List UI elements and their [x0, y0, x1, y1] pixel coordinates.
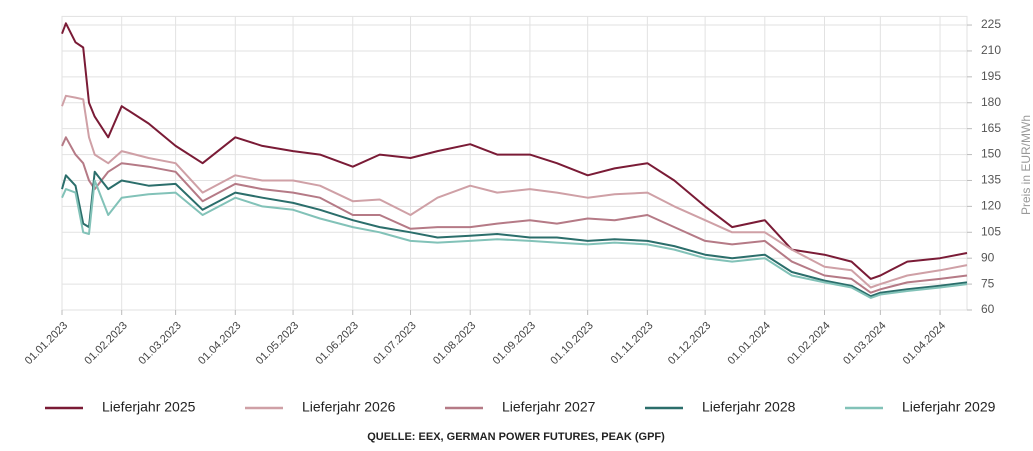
y-tick-label: 120 — [981, 199, 1001, 213]
x-tick-label: 01.12.2023 — [666, 320, 713, 367]
legend-label: Lieferjahr 2028 — [702, 399, 796, 415]
x-tick-label: 01.08.2023 — [431, 320, 478, 367]
x-tick-label: 01.10.2023 — [548, 320, 595, 367]
y-tick-label: 165 — [981, 121, 1001, 135]
x-tick-label: 01.04.2024 — [901, 320, 948, 367]
series-line — [61, 22, 968, 280]
x-tick-label: 01.01.2023 — [23, 320, 70, 367]
y-tick-label: 150 — [981, 147, 1001, 161]
legend-label: Lieferjahr 2025 — [102, 399, 196, 415]
x-tick-label: 01.11.2023 — [609, 320, 656, 367]
source: QUELLE: EEX, GERMAN POWER FUTURES, PEAK … — [367, 431, 665, 443]
x-tick-label: 01.02.2023 — [82, 320, 129, 367]
x-tick-label: 01.02.2024 — [785, 320, 832, 367]
series-line — [61, 136, 968, 294]
y-tick-label: 135 — [981, 173, 1001, 187]
series-line — [61, 94, 968, 289]
x-tick-label: 01.09.2023 — [491, 320, 538, 367]
y-tick-label: 225 — [981, 17, 1001, 31]
y-tick-label: 105 — [981, 224, 1001, 238]
x-tick-label: 01.06.2023 — [314, 320, 361, 367]
x-tick-label: 01.05.2023 — [254, 320, 301, 367]
legend-label: Lieferjahr 2026 — [302, 399, 396, 415]
series-line — [61, 170, 968, 298]
legend-label: Lieferjahr 2027 — [502, 399, 596, 415]
y-tick-label: 60 — [981, 302, 995, 316]
y-tick-label: 90 — [981, 250, 995, 264]
x-tick-label: 01.03.2023 — [136, 320, 183, 367]
legend-label: Lieferjahr 2029 — [902, 399, 996, 415]
x-tick-label: 01.07.2023 — [371, 320, 418, 367]
x-tick-label: 01.04.2023 — [196, 320, 243, 367]
y-tick-label: 180 — [981, 95, 1001, 109]
y-tick-label: 210 — [981, 43, 1001, 57]
series-line — [61, 179, 968, 299]
x-tick-label: 01.03.2024 — [841, 320, 888, 367]
plot-area — [61, 15, 968, 311]
y-tick-label: 75 — [981, 276, 995, 290]
y-axis-label: Preis in EUR/MWh — [1019, 115, 1033, 215]
y-tick-label: 195 — [981, 69, 1001, 83]
x-tick-label: 01.01.2024 — [726, 320, 773, 367]
